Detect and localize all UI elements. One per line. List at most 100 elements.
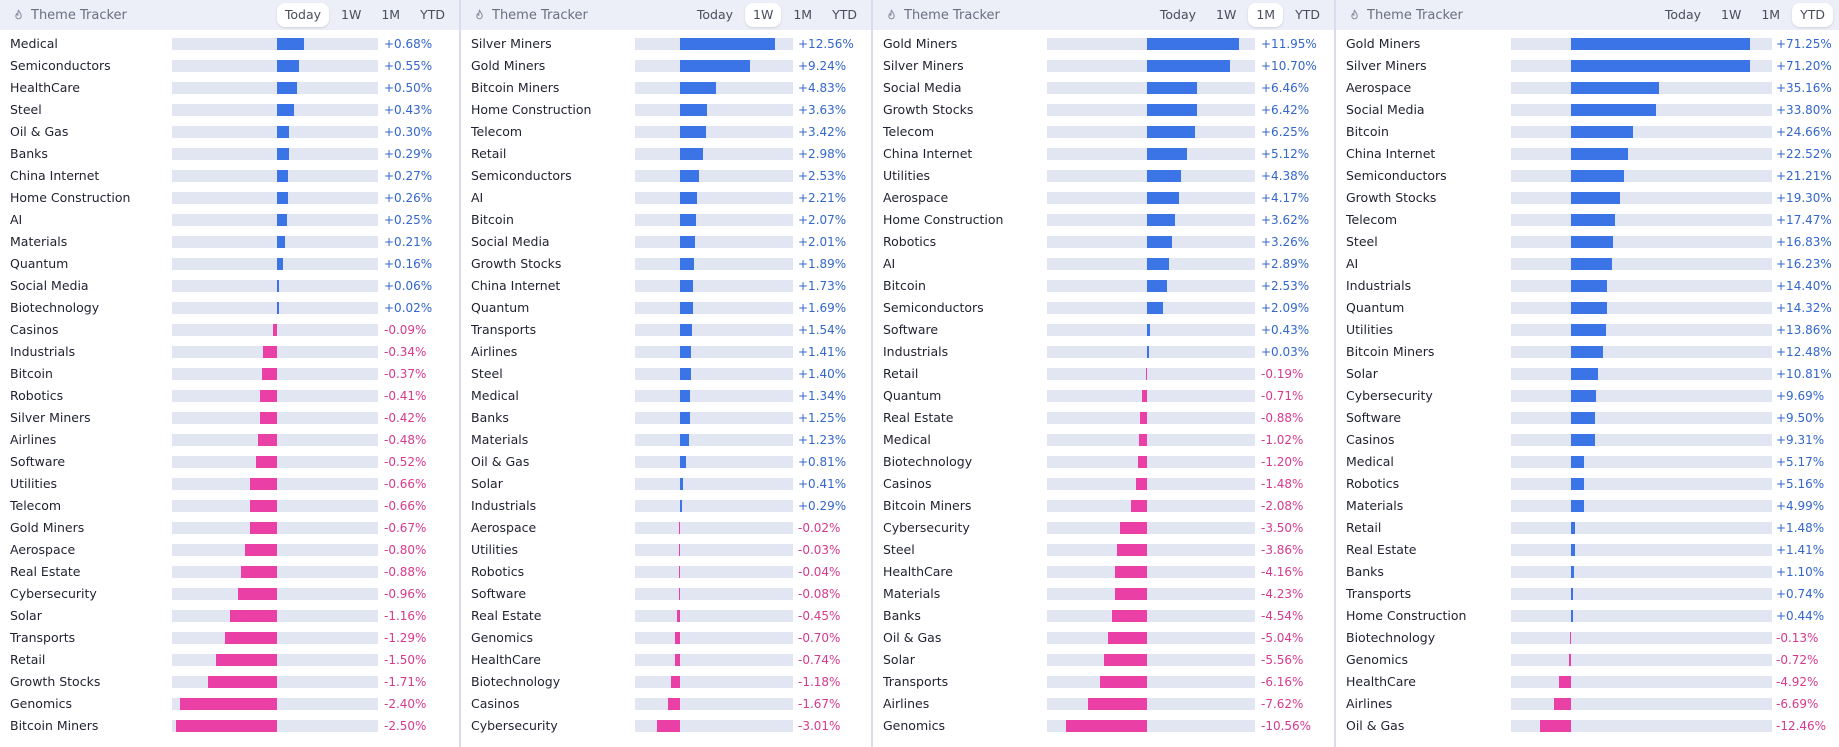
theme-row[interactable]: Quantum +14.32% xyxy=(1336,297,1839,319)
theme-row[interactable]: Banks +1.10% xyxy=(1336,561,1839,583)
theme-row[interactable]: Gold Miners +9.24% xyxy=(461,55,871,77)
theme-row[interactable]: Quantum +0.16% xyxy=(0,253,459,275)
tab-1m[interactable]: 1M xyxy=(381,7,401,22)
tab-today[interactable]: Today xyxy=(1159,7,1197,22)
theme-row[interactable]: Semiconductors +2.09% xyxy=(873,297,1334,319)
theme-row[interactable]: Cybersecurity +9.69% xyxy=(1336,385,1839,407)
theme-row[interactable]: Bitcoin +2.07% xyxy=(461,209,871,231)
theme-row[interactable]: Utilities -0.66% xyxy=(0,473,459,495)
theme-row[interactable]: Banks -4.54% xyxy=(873,605,1334,627)
theme-row[interactable]: Bitcoin Miners -2.50% xyxy=(0,715,459,737)
theme-row[interactable]: Transports -6.16% xyxy=(873,671,1334,693)
theme-row[interactable]: Robotics +3.26% xyxy=(873,231,1334,253)
theme-row[interactable]: Solar +10.81% xyxy=(1336,363,1839,385)
theme-row[interactable]: Retail -1.50% xyxy=(0,649,459,671)
theme-row[interactable]: Transports +1.54% xyxy=(461,319,871,341)
theme-row[interactable]: Solar +0.41% xyxy=(461,473,871,495)
theme-row[interactable]: Steel +1.40% xyxy=(461,363,871,385)
theme-row[interactable]: Industrials +14.40% xyxy=(1336,275,1839,297)
theme-row[interactable]: Home Construction +3.62% xyxy=(873,209,1334,231)
theme-row[interactable]: Robotics -0.41% xyxy=(0,385,459,407)
theme-row[interactable]: HealthCare +0.50% xyxy=(0,77,459,99)
theme-row[interactable]: Cybersecurity -3.50% xyxy=(873,517,1334,539)
theme-row[interactable]: Steel -3.86% xyxy=(873,539,1334,561)
tab-today[interactable]: Today xyxy=(1664,7,1702,22)
theme-row[interactable]: China Internet +1.73% xyxy=(461,275,871,297)
theme-row[interactable]: Aerospace +4.17% xyxy=(873,187,1334,209)
theme-row[interactable]: Transports +0.74% xyxy=(1336,583,1839,605)
tab-1w[interactable]: 1W xyxy=(1721,7,1742,22)
theme-row[interactable]: Cybersecurity -0.96% xyxy=(0,583,459,605)
theme-row[interactable]: Airlines -6.69% xyxy=(1336,693,1839,715)
theme-row[interactable]: Semiconductors +2.53% xyxy=(461,165,871,187)
theme-row[interactable]: Bitcoin +24.66% xyxy=(1336,121,1839,143)
theme-row[interactable]: AI +2.89% xyxy=(873,253,1334,275)
tab-ytd[interactable]: YTD xyxy=(1295,7,1320,22)
theme-row[interactable]: Steel +0.43% xyxy=(0,99,459,121)
theme-row[interactable]: HealthCare -4.16% xyxy=(873,561,1334,583)
theme-row[interactable]: Genomics -10.56% xyxy=(873,715,1334,737)
theme-row[interactable]: Oil & Gas -12.46% xyxy=(1336,715,1839,737)
tab-today[interactable]: Today xyxy=(696,7,734,22)
theme-row[interactable]: Medical -1.02% xyxy=(873,429,1334,451)
theme-row[interactable]: Oil & Gas -5.04% xyxy=(873,627,1334,649)
theme-row[interactable]: Telecom -0.66% xyxy=(0,495,459,517)
tab-ytd[interactable]: YTD xyxy=(832,7,857,22)
theme-row[interactable]: Home Construction +0.44% xyxy=(1336,605,1839,627)
tab-ytd[interactable]: YTD xyxy=(1792,3,1833,27)
theme-row[interactable]: China Internet +5.12% xyxy=(873,143,1334,165)
tab-ytd[interactable]: YTD xyxy=(420,7,445,22)
theme-row[interactable]: Aerospace +35.16% xyxy=(1336,77,1839,99)
theme-row[interactable]: Casinos -0.09% xyxy=(0,319,459,341)
theme-row[interactable]: Oil & Gas +0.81% xyxy=(461,451,871,473)
theme-row[interactable]: Growth Stocks -1.71% xyxy=(0,671,459,693)
theme-row[interactable]: Bitcoin -0.37% xyxy=(0,363,459,385)
theme-row[interactable]: Casinos -1.48% xyxy=(873,473,1334,495)
theme-row[interactable]: AI +2.21% xyxy=(461,187,871,209)
theme-row[interactable]: Oil & Gas +0.30% xyxy=(0,121,459,143)
theme-row[interactable]: Casinos +9.31% xyxy=(1336,429,1839,451)
theme-row[interactable]: Bitcoin Miners -2.08% xyxy=(873,495,1334,517)
tab-1w[interactable]: 1W xyxy=(745,3,782,27)
theme-row[interactable]: Silver Miners +71.20% xyxy=(1336,55,1839,77)
theme-row[interactable]: Software +9.50% xyxy=(1336,407,1839,429)
theme-row[interactable]: Silver Miners +10.70% xyxy=(873,55,1334,77)
theme-row[interactable]: Steel +16.83% xyxy=(1336,231,1839,253)
theme-row[interactable]: Utilities +13.86% xyxy=(1336,319,1839,341)
theme-row[interactable]: Materials +4.99% xyxy=(1336,495,1839,517)
theme-row[interactable]: Utilities -0.03% xyxy=(461,539,871,561)
theme-row[interactable]: Airlines -0.48% xyxy=(0,429,459,451)
theme-row[interactable]: Robotics +5.16% xyxy=(1336,473,1839,495)
theme-row[interactable]: Real Estate +1.41% xyxy=(1336,539,1839,561)
theme-row[interactable]: Social Media +2.01% xyxy=(461,231,871,253)
theme-row[interactable]: Telecom +6.25% xyxy=(873,121,1334,143)
theme-row[interactable]: Medical +1.34% xyxy=(461,385,871,407)
theme-row[interactable]: Telecom +3.42% xyxy=(461,121,871,143)
theme-row[interactable]: Industrials -0.34% xyxy=(0,341,459,363)
theme-row[interactable]: Quantum +1.69% xyxy=(461,297,871,319)
theme-row[interactable]: Casinos -1.67% xyxy=(461,693,871,715)
theme-row[interactable]: Biotechnology +0.02% xyxy=(0,297,459,319)
theme-row[interactable]: Industrials +0.29% xyxy=(461,495,871,517)
theme-row[interactable]: AI +16.23% xyxy=(1336,253,1839,275)
theme-row[interactable]: Home Construction +0.26% xyxy=(0,187,459,209)
theme-row[interactable]: Solar -5.56% xyxy=(873,649,1334,671)
theme-row[interactable]: Airlines -7.62% xyxy=(873,693,1334,715)
theme-row[interactable]: Software +0.43% xyxy=(873,319,1334,341)
theme-row[interactable]: Utilities +4.38% xyxy=(873,165,1334,187)
theme-row[interactable]: HealthCare -0.74% xyxy=(461,649,871,671)
theme-row[interactable]: Gold Miners -0.67% xyxy=(0,517,459,539)
tab-today[interactable]: Today xyxy=(276,3,330,27)
theme-row[interactable]: Biotechnology -1.18% xyxy=(461,671,871,693)
theme-row[interactable]: Cybersecurity -3.01% xyxy=(461,715,871,737)
theme-row[interactable]: Social Media +33.80% xyxy=(1336,99,1839,121)
theme-row[interactable]: Real Estate -0.88% xyxy=(873,407,1334,429)
theme-row[interactable]: Retail -0.19% xyxy=(873,363,1334,385)
theme-row[interactable]: Telecom +17.47% xyxy=(1336,209,1839,231)
theme-row[interactable]: Gold Miners +11.95% xyxy=(873,33,1334,55)
theme-row[interactable]: Growth Stocks +6.42% xyxy=(873,99,1334,121)
theme-row[interactable]: Materials +1.23% xyxy=(461,429,871,451)
theme-row[interactable]: Semiconductors +21.21% xyxy=(1336,165,1839,187)
theme-row[interactable]: Materials +0.21% xyxy=(0,231,459,253)
theme-row[interactable]: HealthCare -4.92% xyxy=(1336,671,1839,693)
